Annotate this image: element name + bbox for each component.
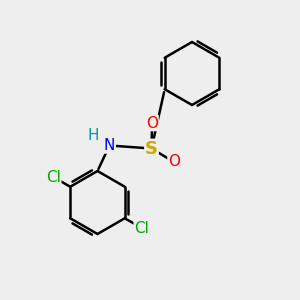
Text: H: H: [87, 128, 99, 143]
Text: O: O: [168, 154, 180, 169]
Text: S: S: [145, 140, 158, 158]
Text: N: N: [104, 138, 115, 153]
Text: Cl: Cl: [46, 169, 61, 184]
Text: O: O: [146, 116, 158, 130]
Text: Cl: Cl: [134, 220, 149, 236]
